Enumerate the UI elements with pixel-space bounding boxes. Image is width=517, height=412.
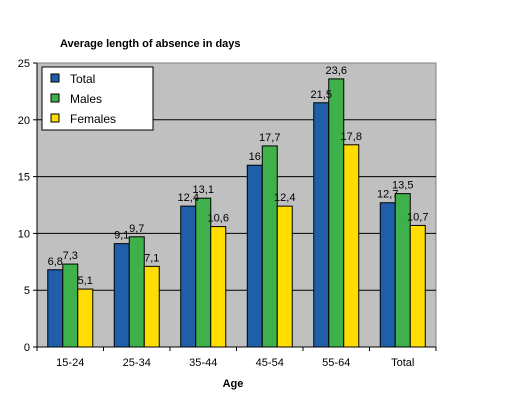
data-labels: 6,8 7,35,19,19,77,112,413,110,61617,712,4… bbox=[48, 65, 429, 287]
legend-label: Males bbox=[70, 92, 102, 106]
data-label: 9,1 bbox=[114, 230, 129, 242]
data-label: 10,6 bbox=[208, 213, 229, 225]
data-label: 7,1 bbox=[144, 252, 159, 264]
data-label: 17,8 bbox=[341, 131, 362, 143]
bar bbox=[379, 202, 396, 348]
y-tick-label: 25 bbox=[18, 58, 30, 70]
bar bbox=[143, 265, 160, 348]
bar bbox=[180, 205, 197, 348]
legend-swatch bbox=[50, 113, 60, 123]
data-label: 12,4 bbox=[274, 192, 295, 204]
x-tick-label: Total bbox=[391, 357, 414, 369]
data-label: 12,4 bbox=[178, 192, 199, 204]
legend-swatch bbox=[50, 73, 60, 83]
y-tick-label: 10 bbox=[18, 228, 30, 240]
x-tick-label: 15-24 bbox=[56, 357, 84, 369]
data-label: 13,1 bbox=[193, 184, 214, 196]
x-tick-label: 35-44 bbox=[189, 357, 217, 369]
data-label: 5,1 bbox=[78, 275, 93, 287]
legend-box bbox=[41, 66, 154, 131]
chart-title: Average length of absence in days bbox=[60, 38, 241, 50]
data-label: 23,6 bbox=[326, 65, 347, 77]
data-label: 21,5 bbox=[311, 89, 332, 101]
bar bbox=[261, 145, 278, 348]
bar bbox=[343, 144, 360, 348]
data-label: 7,3 bbox=[63, 250, 78, 262]
bar bbox=[62, 263, 79, 348]
bar bbox=[128, 236, 145, 348]
data-label: 17,7 bbox=[259, 132, 280, 144]
y-axis: 0 5 10 15 20 25 bbox=[18, 58, 38, 354]
x-tick-label: 25-34 bbox=[123, 357, 151, 369]
bars bbox=[47, 78, 426, 348]
y-tick-label: 15 bbox=[18, 172, 30, 184]
x-tick-label: 55-64 bbox=[322, 357, 350, 369]
legend-label: Females bbox=[70, 112, 116, 126]
x-axis: 15-24 25-34 35-44 45-54 55-64 Total bbox=[36, 346, 437, 369]
bar bbox=[210, 226, 227, 348]
bar bbox=[77, 288, 94, 348]
y-tick-label: 0 bbox=[24, 342, 30, 354]
legend-swatch bbox=[50, 93, 60, 103]
y-tick-label: 5 bbox=[24, 285, 30, 297]
bar bbox=[328, 78, 345, 348]
bar bbox=[113, 243, 130, 348]
data-label: 10,7 bbox=[407, 211, 428, 223]
y-tick-label: 20 bbox=[18, 115, 30, 127]
legend: Total Males Females bbox=[41, 66, 154, 131]
data-label: 13,5 bbox=[392, 180, 413, 192]
x-axis-title: Age bbox=[223, 378, 244, 390]
data-label: 12,7 bbox=[377, 189, 398, 201]
bar bbox=[313, 102, 330, 348]
bar bbox=[276, 205, 293, 348]
data-label: 16 bbox=[249, 151, 261, 163]
bar bbox=[246, 164, 263, 348]
bar bbox=[47, 269, 64, 348]
x-tick-label: 45-54 bbox=[256, 357, 284, 369]
gridlines bbox=[37, 119, 436, 291]
data-label: 6,8 bbox=[48, 256, 63, 268]
bar bbox=[409, 224, 426, 348]
data-label: 9,7 bbox=[129, 223, 144, 235]
legend-label: Total bbox=[70, 72, 95, 86]
